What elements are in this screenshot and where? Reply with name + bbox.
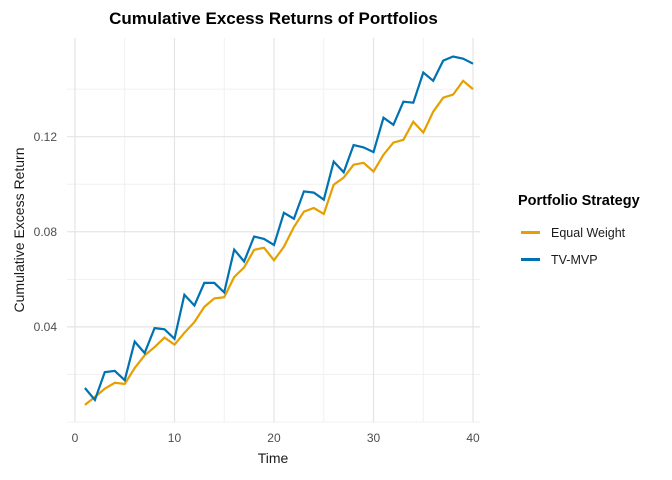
y-tick-label: 0.12 [33,129,57,144]
legend-item-label: TV-MVP [551,252,598,267]
legend-item-tv-mvp: TV-MVP [518,246,668,273]
x-tick-label: 10 [167,431,182,445]
series-line-tv-mvp [84,55,474,403]
legend: Portfolio Strategy Equal Weight TV-MVP [518,193,668,273]
y-tick-label: 0.08 [33,224,57,239]
y-tick-label: 0.04 [33,319,57,334]
x-tick-label: 40 [466,431,480,445]
x-tick-label: 30 [366,431,381,445]
x-tick-label: 20 [267,431,281,445]
series-line-equal-weight [84,79,474,406]
x-tick-label: 0 [71,431,79,445]
legend-title: Portfolio Strategy [518,193,640,209]
chart-title: Cumulative Excess Returns of Portfolios [109,9,438,28]
tv-mvp-line-swatch [521,258,540,261]
equal-weight-line-swatch [521,231,540,234]
x-axis-title: Time [257,450,289,466]
legend-item-label: Equal Weight [551,225,626,240]
legend-item-equal-weight: Equal Weight [518,219,668,246]
